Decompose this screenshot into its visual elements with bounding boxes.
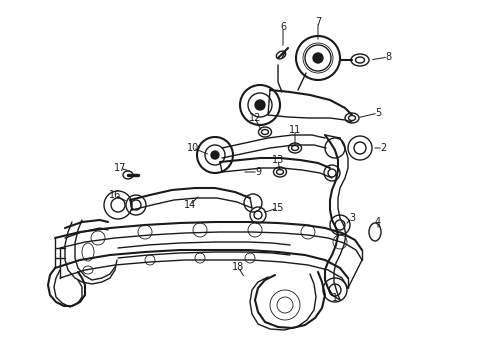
Text: 16: 16 [109, 190, 121, 200]
Text: 14: 14 [183, 200, 196, 210]
Text: 10: 10 [186, 143, 199, 153]
Circle shape [254, 100, 264, 110]
Text: 9: 9 [254, 167, 261, 177]
Text: 5: 5 [374, 108, 380, 118]
Circle shape [312, 53, 323, 63]
Text: 7: 7 [314, 17, 321, 27]
Text: 18: 18 [231, 262, 244, 272]
Text: 12: 12 [248, 113, 261, 123]
Text: 11: 11 [288, 125, 301, 135]
Text: 3: 3 [348, 213, 354, 223]
Text: 15: 15 [271, 203, 284, 213]
Circle shape [210, 151, 219, 159]
Text: 2: 2 [379, 143, 386, 153]
Text: 4: 4 [374, 217, 380, 227]
Text: 6: 6 [279, 22, 285, 32]
Text: 13: 13 [271, 155, 284, 165]
Text: 8: 8 [384, 52, 390, 62]
Text: 17: 17 [114, 163, 126, 173]
Text: 1: 1 [331, 293, 337, 303]
